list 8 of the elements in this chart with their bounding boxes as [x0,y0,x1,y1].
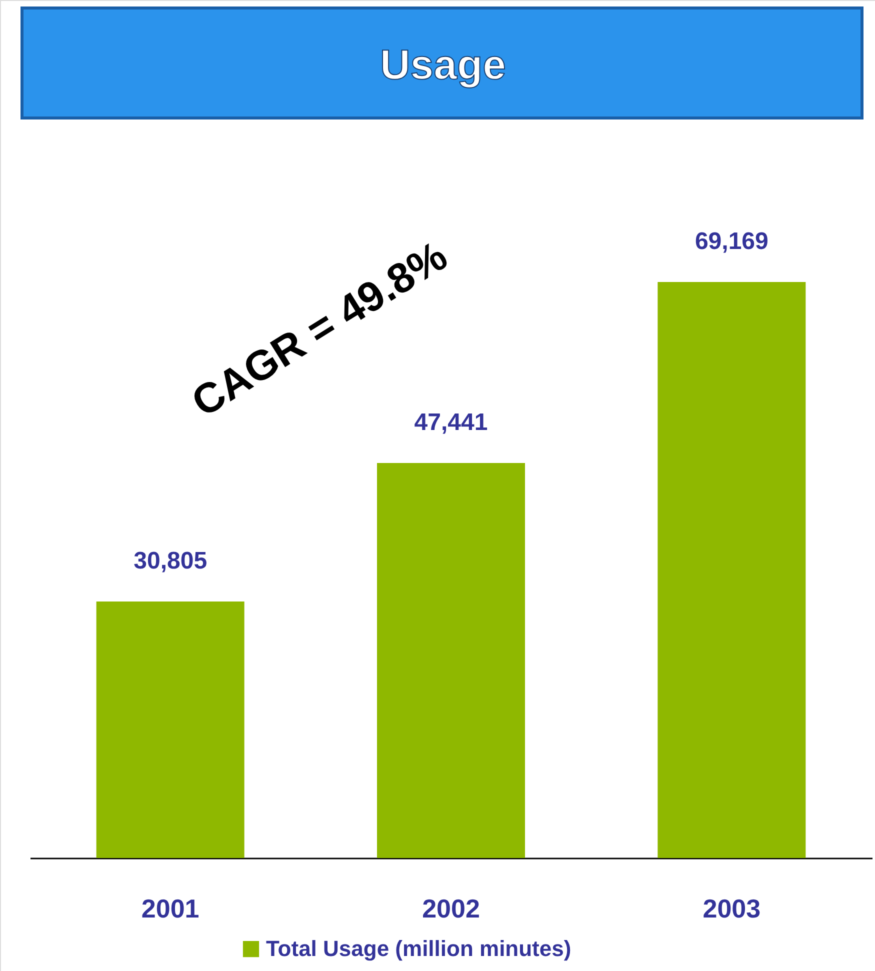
x-tick-label: 2002 [422,894,480,924]
data-label: 69,169 [694,228,768,255]
legend-label: Total Usage (million minutes) [266,936,572,961]
x-tick-label: 2001 [141,894,200,924]
data-label: 47,441 [414,408,488,436]
chart-title: Usage [380,41,506,88]
x-tick-label: 2003 [702,894,761,924]
data-label: 30,805 [134,547,208,574]
